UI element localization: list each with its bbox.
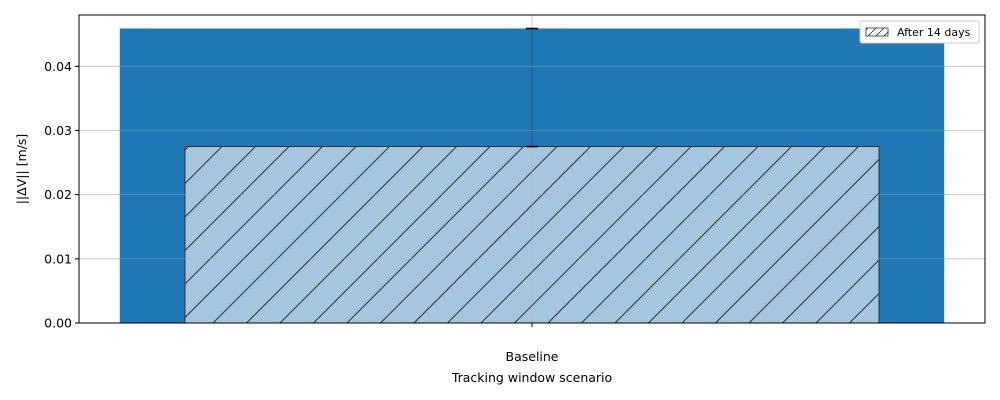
legend-swatch-hatch	[865, 27, 889, 37]
legend: After 14 days	[859, 20, 980, 44]
x-tick-label: Baseline	[506, 349, 559, 364]
y-tick-label: 0.04	[44, 59, 72, 74]
gridlines-overlay	[79, 15, 985, 323]
legend-label: After 14 days	[897, 26, 971, 39]
bars	[79, 15, 985, 324]
y-tick-label: 0.00	[44, 316, 72, 331]
x-axis-ticks: Baseline	[506, 323, 559, 364]
y-tick-label: 0.03	[44, 123, 72, 138]
y-axis-ticks: 0.00 0.01 0.02 0.03 0.04	[44, 59, 79, 331]
y-tick-label: 0.01	[44, 251, 72, 266]
x-axis-label: Tracking window scenario	[451, 370, 612, 385]
y-axis-label: ||ΔV|| [m/s]	[14, 134, 29, 205]
bar-hatch-overlay	[184, 146, 880, 324]
legend-box	[859, 20, 980, 44]
error-bar	[526, 27, 538, 148]
y-tick-label: 0.02	[44, 187, 72, 202]
